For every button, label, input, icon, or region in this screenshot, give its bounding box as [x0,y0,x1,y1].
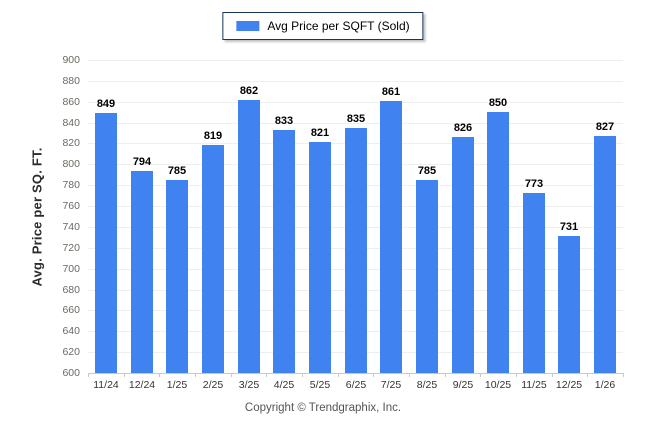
plot-area: 600 620 640 660 680 700 720 740 760 780 800 820 840 8… [62,54,624,391]
bar [345,128,367,373]
y-tick-label: 600 [62,367,80,379]
x-tick-label: 8/25 [416,379,438,391]
bar [95,113,117,373]
bar [487,112,509,373]
bar-value-label: 785 [417,165,437,177]
axis-tick [302,373,303,377]
x-tick-label: 5/25 [309,379,331,391]
axis-tick [623,373,624,377]
bar [594,136,616,373]
bar-value-label: 827 [595,121,615,133]
y-tick-label: 840 [62,117,80,129]
y-tick-label: 640 [62,325,80,337]
x-tick-label: 1/26 [594,379,616,391]
axis-tick [409,373,410,377]
bar-value-label: 862 [239,85,259,97]
gridline [88,60,623,61]
bar-value-label: 731 [559,221,579,233]
bar [380,101,402,373]
axis-tick [195,373,196,377]
y-tick-label: 780 [62,179,80,191]
x-tick-label: 1/25 [166,379,188,391]
bar [166,180,188,373]
gridline [88,102,623,103]
bar [416,180,438,373]
axis-tick [159,373,160,377]
y-tick-label: 820 [62,137,80,149]
y-tick-label: 620 [62,346,80,358]
x-tick-label: 11/24 [93,379,119,391]
y-tick-label: 700 [62,263,80,275]
x-tick-label: 12/25 [555,379,583,391]
legend-swatch-icon [236,21,260,31]
bar-value-label: 826 [453,122,473,134]
y-tick-label: 800 [62,158,80,170]
bar-value-label: 850 [488,97,508,109]
bar-value-label: 821 [310,127,330,139]
x-tick-label: 2/25 [202,379,224,391]
bar-value-label: 773 [524,178,544,190]
bar [309,142,331,373]
x-axis-line [88,373,623,374]
y-tick-label: 660 [62,304,80,316]
bar-value-label: 833 [274,115,294,127]
bar-value-label: 849 [96,98,116,110]
y-tick-label: 760 [62,200,80,212]
x-tick-label: 11/25 [521,379,547,391]
axis-tick [552,373,553,377]
x-tick-label: 4/25 [273,379,295,391]
x-tick-label: 9/25 [452,379,474,391]
bar-value-label: 785 [167,165,187,177]
axis-tick [124,373,125,377]
copyright-text: Copyright © Trendgraphix, Inc. [244,402,402,414]
y-tick-label: 900 [62,54,80,66]
axis-tick [88,373,89,377]
bar-value-label: 835 [346,113,366,125]
bar-value-label: 861 [381,86,401,98]
axis-tick [445,373,446,377]
gridline [88,123,623,124]
x-tick-label: 3/25 [238,379,260,391]
y-tick-label: 720 [62,242,80,254]
axis-tick [338,373,339,377]
axis-tick [480,373,481,377]
x-tick-label: 7/25 [380,379,402,391]
axis-tick [587,373,588,377]
x-tick-label: 10/25 [484,379,512,391]
legend-label: Avg Price per SQFT (Sold) [267,19,410,33]
y-tick-label: 680 [62,284,80,296]
axis-tick [516,373,517,377]
bar [238,100,260,373]
bar [523,193,545,373]
bar-value-label: 819 [203,130,223,142]
bar [558,236,580,373]
axis-tick [266,373,267,377]
bar-value-label: 794 [132,156,152,168]
bar [452,137,474,373]
axis-tick [373,373,374,377]
x-tick-label: 12/24 [128,379,156,391]
bar [202,145,224,373]
gridline [88,81,623,82]
y-tick-label: 740 [62,221,80,233]
bar [273,130,295,373]
y-tick-label: 860 [62,96,80,108]
bar [131,171,153,373]
axis-tick [231,373,232,377]
y-tick-label: 880 [62,75,80,87]
chart-legend: Avg Price per SQFT (Sold) [222,12,424,40]
x-tick-label: 6/25 [345,379,367,391]
